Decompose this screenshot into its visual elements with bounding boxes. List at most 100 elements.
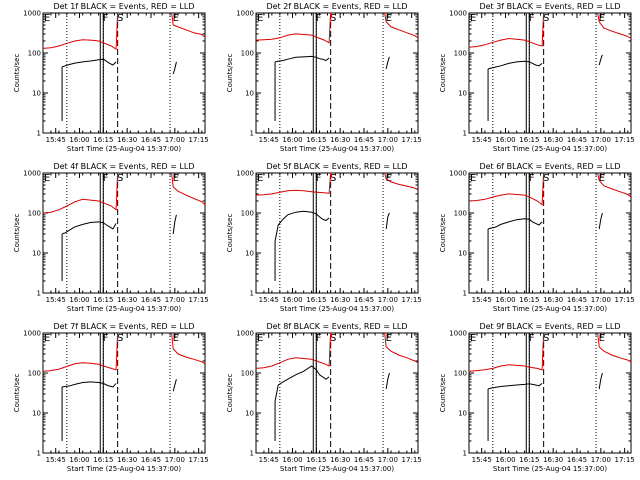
red-lld-series-tail (597, 172, 632, 198)
x-tick-label: 15:45 (259, 136, 279, 144)
event-marker-s: S (117, 333, 123, 344)
red-lld-series (255, 12, 332, 44)
x-axis-label: Start Time (25-Aug-04 15:37:00) (493, 465, 607, 473)
event-marker-e: E (470, 13, 476, 24)
y-tick-label: 1000 (449, 10, 467, 18)
x-tick-label: 15:45 (46, 136, 66, 144)
panel-chart: Det 9f BLACK = Events, RED = LLD 1 10 100 10… (439, 322, 635, 473)
x-tick-label: 16:00 (495, 136, 515, 144)
event-marker-e: E (386, 173, 392, 184)
event-marker-f: F (316, 333, 322, 344)
x-tick-label: 16:00 (282, 296, 302, 304)
red-lld-series (42, 332, 119, 372)
x-tick-label: 15:45 (472, 296, 492, 304)
event-marker-s: S (117, 13, 123, 24)
x-tick-label: 16:45 (141, 296, 161, 304)
x-tick-label: 16:30 (117, 136, 137, 144)
x-axis-label: Start Time (25-Aug-04 15:37:00) (493, 305, 607, 313)
y-tick-label: 1 (463, 450, 467, 458)
red-lld-series-tail (597, 332, 632, 363)
detector-panel-9: Det 9f BLACK = Events, RED = LLD 1 10 100 10… (426, 320, 639, 480)
x-tick-label: 16:30 (543, 136, 563, 144)
y-tick-label: 100 (454, 370, 467, 378)
x-axis-label: Start Time (25-Aug-04 15:37:00) (280, 465, 394, 473)
x-axis-label: Start Time (25-Aug-04 15:37:00) (280, 145, 394, 153)
y-tick-label: 1000 (23, 330, 41, 338)
event-marker-e: E (599, 13, 605, 24)
x-tick-label: 17:00 (165, 456, 185, 464)
detector-panel-5: Det 5f BLACK = Events, RED = LLD 1 10 100 10… (213, 160, 426, 320)
x-tick-label: 16:15 (93, 296, 113, 304)
black-events-series (61, 221, 117, 235)
plot-frame (255, 172, 419, 294)
x-tick-label: 16:15 (93, 136, 113, 144)
x-tick-label: 15:45 (259, 296, 279, 304)
detector-panel-8: Det 8f BLACK = Events, RED = LLD 1 10 100 10… (213, 320, 426, 480)
black-events-series-tail (598, 372, 603, 389)
red-lld-series (468, 172, 545, 206)
event-marker-e: E (257, 13, 263, 24)
event-marker-s: S (543, 173, 549, 184)
x-tick-label: 16:15 (519, 456, 539, 464)
black-events-series-tail (385, 372, 390, 389)
event-marker-e: E (44, 13, 50, 24)
x-tick-label: 17:00 (591, 296, 611, 304)
panel-title: Det 3f BLACK = Events, RED = LLD (479, 2, 620, 11)
black-events-series-tail (598, 54, 603, 66)
plot-frame (255, 12, 419, 134)
event-marker-e: E (257, 333, 263, 344)
event-marker-s: S (117, 173, 123, 184)
y-axis-label: Counts/sec (226, 214, 234, 253)
event-marker-e: E (599, 333, 605, 344)
detector-panel-7: Det 7f BLACK = Events, RED = LLD 1 10 100 10… (0, 320, 213, 480)
detector-panel-4: Det 4f BLACK = Events, RED = LLD 1 10 100 10… (0, 160, 213, 320)
x-tick-label: 17:15 (402, 136, 422, 144)
x-tick-label: 16:00 (69, 296, 89, 304)
red-lld-series (42, 172, 119, 214)
x-axis-label: Start Time (25-Aug-04 15:37:00) (280, 305, 394, 313)
x-tick-label: 16:00 (69, 136, 89, 144)
x-tick-label: 16:00 (282, 136, 302, 144)
plot-frame (42, 12, 206, 134)
red-lld-series-tail (384, 172, 419, 191)
event-marker-e: E (599, 173, 605, 184)
x-tick-label: 17:15 (615, 296, 635, 304)
y-tick-label: 10 (245, 90, 254, 98)
event-marker-e: E (173, 173, 179, 184)
x-tick-label: 16:30 (117, 456, 137, 464)
y-tick-label: 10 (245, 410, 254, 418)
x-tick-label: 16:15 (306, 136, 326, 144)
red-lld-series-tail (384, 12, 419, 39)
red-lld-series (468, 12, 545, 48)
panel-title: Det 8f BLACK = Events, RED = LLD (266, 322, 407, 331)
y-tick-label: 100 (28, 210, 41, 218)
x-tick-label: 16:15 (306, 296, 326, 304)
y-tick-label: 1000 (449, 170, 467, 178)
x-tick-label: 16:30 (330, 136, 350, 144)
plot-frame (468, 332, 632, 454)
x-tick-label: 17:00 (378, 136, 398, 144)
event-marker-f: F (103, 173, 109, 184)
red-lld-series (468, 332, 545, 372)
x-axis-label: Start Time (25-Aug-04 15:37:00) (67, 465, 181, 473)
panel-title: Det 2f BLACK = Events, RED = LLD (266, 2, 407, 11)
y-tick-label: 10 (32, 90, 41, 98)
x-tick-label: 17:15 (402, 296, 422, 304)
y-axis-label: Counts/sec (439, 54, 447, 93)
event-marker-f: F (316, 13, 322, 24)
black-events-series (487, 383, 543, 390)
x-tick-label: 16:45 (567, 296, 587, 304)
event-marker-f: F (103, 13, 109, 24)
black-events-series-tail (385, 212, 390, 229)
y-tick-label: 1 (250, 450, 254, 458)
x-tick-label: 15:45 (46, 456, 66, 464)
y-tick-label: 1 (37, 290, 41, 298)
event-marker-e: E (257, 173, 263, 184)
x-tick-label: 17:00 (165, 136, 185, 144)
event-marker-f: F (103, 333, 109, 344)
x-tick-label: 17:15 (189, 296, 209, 304)
y-tick-label: 1000 (23, 10, 41, 18)
x-tick-label: 15:45 (472, 136, 492, 144)
black-events-series-tail (172, 379, 177, 392)
y-tick-label: 100 (241, 210, 254, 218)
